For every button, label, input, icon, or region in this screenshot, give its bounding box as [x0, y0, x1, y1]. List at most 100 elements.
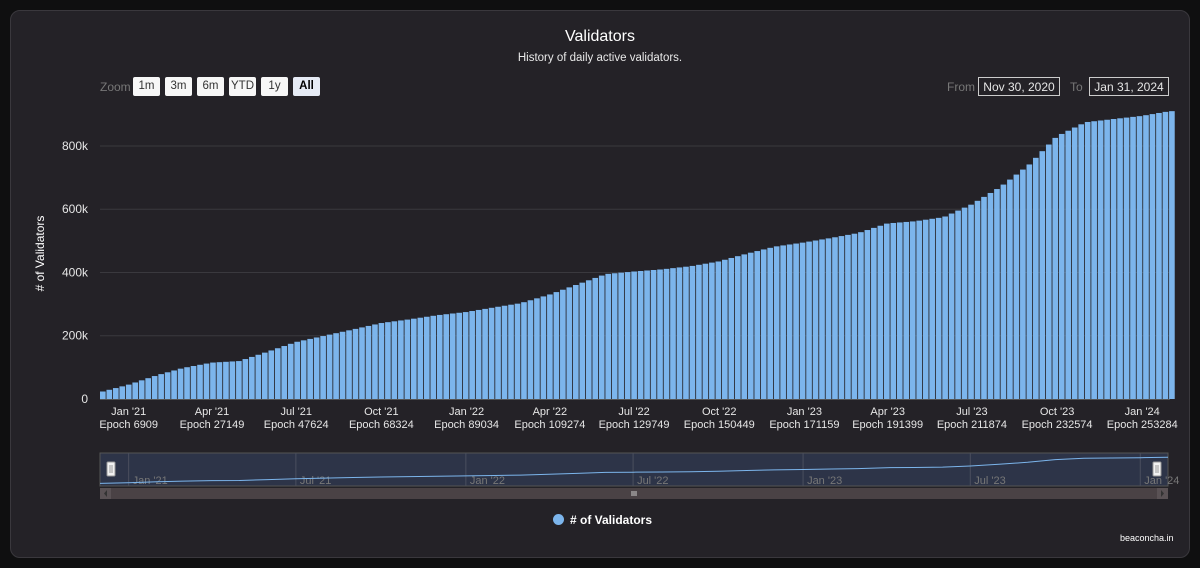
chart-title: Validators — [565, 28, 635, 45]
bar — [676, 267, 683, 399]
zoom-1m-button[interactable]: 1m — [133, 77, 160, 96]
navigator-tick-label: Jul '21 — [300, 475, 331, 487]
navigator-left-handle[interactable] — [106, 461, 116, 477]
bar — [281, 346, 288, 399]
bar — [715, 261, 722, 399]
bar — [365, 325, 372, 399]
range-to-label: To — [1070, 80, 1083, 94]
x-tick-label: Jul '23 — [956, 406, 987, 418]
bar — [767, 247, 774, 399]
y-tick-label: 400k — [62, 265, 89, 279]
bar — [527, 300, 534, 399]
bar — [100, 391, 106, 399]
bar — [637, 270, 644, 399]
bar — [508, 304, 514, 399]
legend-item[interactable]: # of Validators — [553, 513, 652, 527]
handle-grip — [106, 461, 116, 477]
bar — [832, 237, 838, 399]
bar — [1000, 184, 1007, 399]
y-tick-label: 200k — [62, 329, 89, 343]
navigator-tick-label: Jan '23 — [807, 475, 842, 487]
y-tick-label: 800k — [62, 139, 89, 153]
bar — [1058, 133, 1065, 399]
x-tick-label: Oct '23 — [1040, 406, 1075, 418]
bar — [210, 362, 216, 399]
chart-subtitle: History of daily active validators. — [517, 52, 683, 64]
range-to-input[interactable]: Jan 31, 2024 — [1089, 77, 1169, 96]
bar — [236, 361, 242, 399]
bar — [1156, 112, 1162, 399]
bar — [1162, 111, 1169, 399]
bar — [709, 262, 715, 399]
x-tick-label: Jan '22 — [449, 406, 484, 418]
bar — [611, 273, 618, 399]
bar — [624, 272, 631, 399]
bar — [320, 336, 326, 399]
bar — [242, 359, 249, 399]
range-from-input[interactable]: Nov 30, 2020 — [978, 77, 1060, 96]
bar — [1013, 174, 1020, 399]
navigator-series-line — [99, 456, 1169, 484]
bar — [909, 221, 916, 399]
bar — [385, 322, 391, 399]
bar — [112, 388, 119, 399]
range-from-label: From — [947, 80, 975, 94]
zoom-3m-button[interactable]: 3m — [165, 77, 192, 96]
bar — [1026, 164, 1033, 399]
credits-link[interactable]: beaconcha.in — [1120, 533, 1174, 543]
bar — [812, 240, 819, 399]
x-tick-epoch-label: Epoch 6909 — [99, 419, 158, 431]
bar — [579, 282, 586, 399]
zoom-1y-button[interactable]: 1y — [261, 77, 288, 96]
bar — [423, 316, 430, 399]
x-tick-label: Oct '22 — [702, 406, 737, 418]
bar — [572, 285, 579, 399]
navigator-scrollbar[interactable] — [100, 488, 1168, 499]
bar — [1045, 144, 1052, 399]
bar — [819, 239, 825, 399]
bar — [411, 318, 417, 399]
bar — [961, 207, 968, 399]
bar — [249, 356, 255, 399]
bar — [164, 372, 171, 399]
x-tick-epoch-label: Epoch 253284 — [1107, 419, 1178, 431]
x-tick-label: Jul '22 — [618, 406, 649, 418]
bar — [145, 378, 152, 399]
bar — [631, 271, 637, 399]
bar — [806, 241, 812, 399]
bar — [883, 223, 890, 399]
bar — [449, 313, 456, 399]
bar — [657, 269, 663, 399]
bar — [702, 263, 709, 399]
bar — [158, 374, 164, 399]
navigator-right-handle[interactable] — [1152, 461, 1162, 477]
bar — [300, 340, 307, 399]
bar — [1078, 124, 1085, 400]
zoom-ytd-button[interactable]: YTD — [229, 77, 256, 96]
bar — [1084, 121, 1091, 400]
bar — [585, 280, 592, 399]
bar — [786, 244, 793, 399]
bar — [119, 386, 126, 399]
bar — [404, 319, 411, 399]
bar — [566, 287, 573, 399]
x-tick-epoch-label: Epoch 109274 — [514, 419, 585, 431]
bar — [696, 264, 702, 399]
bar — [151, 376, 158, 399]
bar — [994, 189, 1000, 399]
bar — [825, 238, 832, 399]
bar — [903, 221, 910, 399]
bar — [482, 308, 488, 399]
zoom-6m-button[interactable]: 6m — [197, 77, 224, 96]
bar — [864, 230, 871, 399]
bar — [417, 317, 424, 399]
bar — [307, 338, 313, 399]
bar — [540, 296, 547, 399]
zoom-all-button[interactable]: All — [293, 77, 320, 96]
bar — [683, 266, 689, 399]
bar — [663, 268, 670, 399]
bar — [553, 292, 560, 399]
bar — [592, 277, 599, 399]
bar — [495, 306, 501, 399]
